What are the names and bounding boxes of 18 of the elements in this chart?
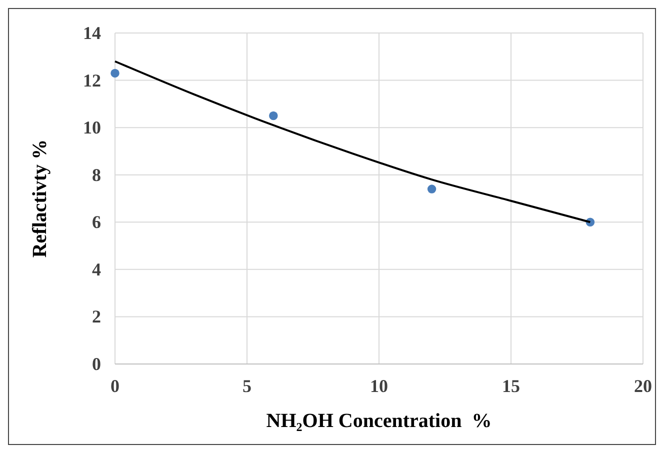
x-tick-label: 10 bbox=[370, 376, 388, 396]
x-tick-label: 0 bbox=[110, 376, 120, 396]
y-tick-label: 8 bbox=[92, 164, 101, 185]
x-tick-label: 20 bbox=[634, 376, 652, 396]
y-tick-label: 14 bbox=[83, 23, 101, 43]
y-tick-label: 2 bbox=[92, 306, 101, 327]
point bbox=[269, 111, 278, 120]
x-tick-label: 15 bbox=[502, 376, 520, 396]
y-tick-label: 12 bbox=[83, 70, 101, 90]
y-tick-label: 4 bbox=[92, 259, 101, 280]
point bbox=[110, 68, 120, 78]
y-tick-label: 6 bbox=[92, 212, 101, 232]
y-axis-title: Reflactivty % bbox=[29, 139, 51, 258]
point bbox=[427, 184, 436, 194]
x-tick-label: 5 bbox=[242, 376, 252, 396]
y-tick-label: 0 bbox=[92, 354, 101, 374]
y-tick-label: 10 bbox=[83, 118, 101, 138]
x-axis-title: NH₂OH Concentration % bbox=[266, 410, 492, 432]
